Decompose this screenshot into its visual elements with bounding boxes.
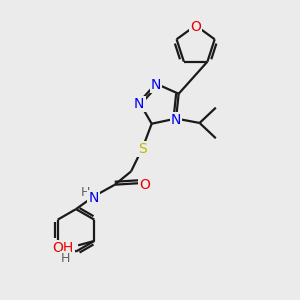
Text: OH: OH — [52, 241, 74, 255]
Text: N: N — [134, 97, 144, 111]
Text: H: H — [81, 186, 90, 199]
Text: N: N — [88, 191, 99, 205]
Text: H: H — [61, 251, 70, 265]
Text: S: S — [139, 142, 147, 156]
Text: O: O — [139, 178, 150, 192]
Text: O: O — [190, 20, 201, 34]
Text: N: N — [151, 78, 161, 92]
Text: N: N — [171, 113, 181, 127]
